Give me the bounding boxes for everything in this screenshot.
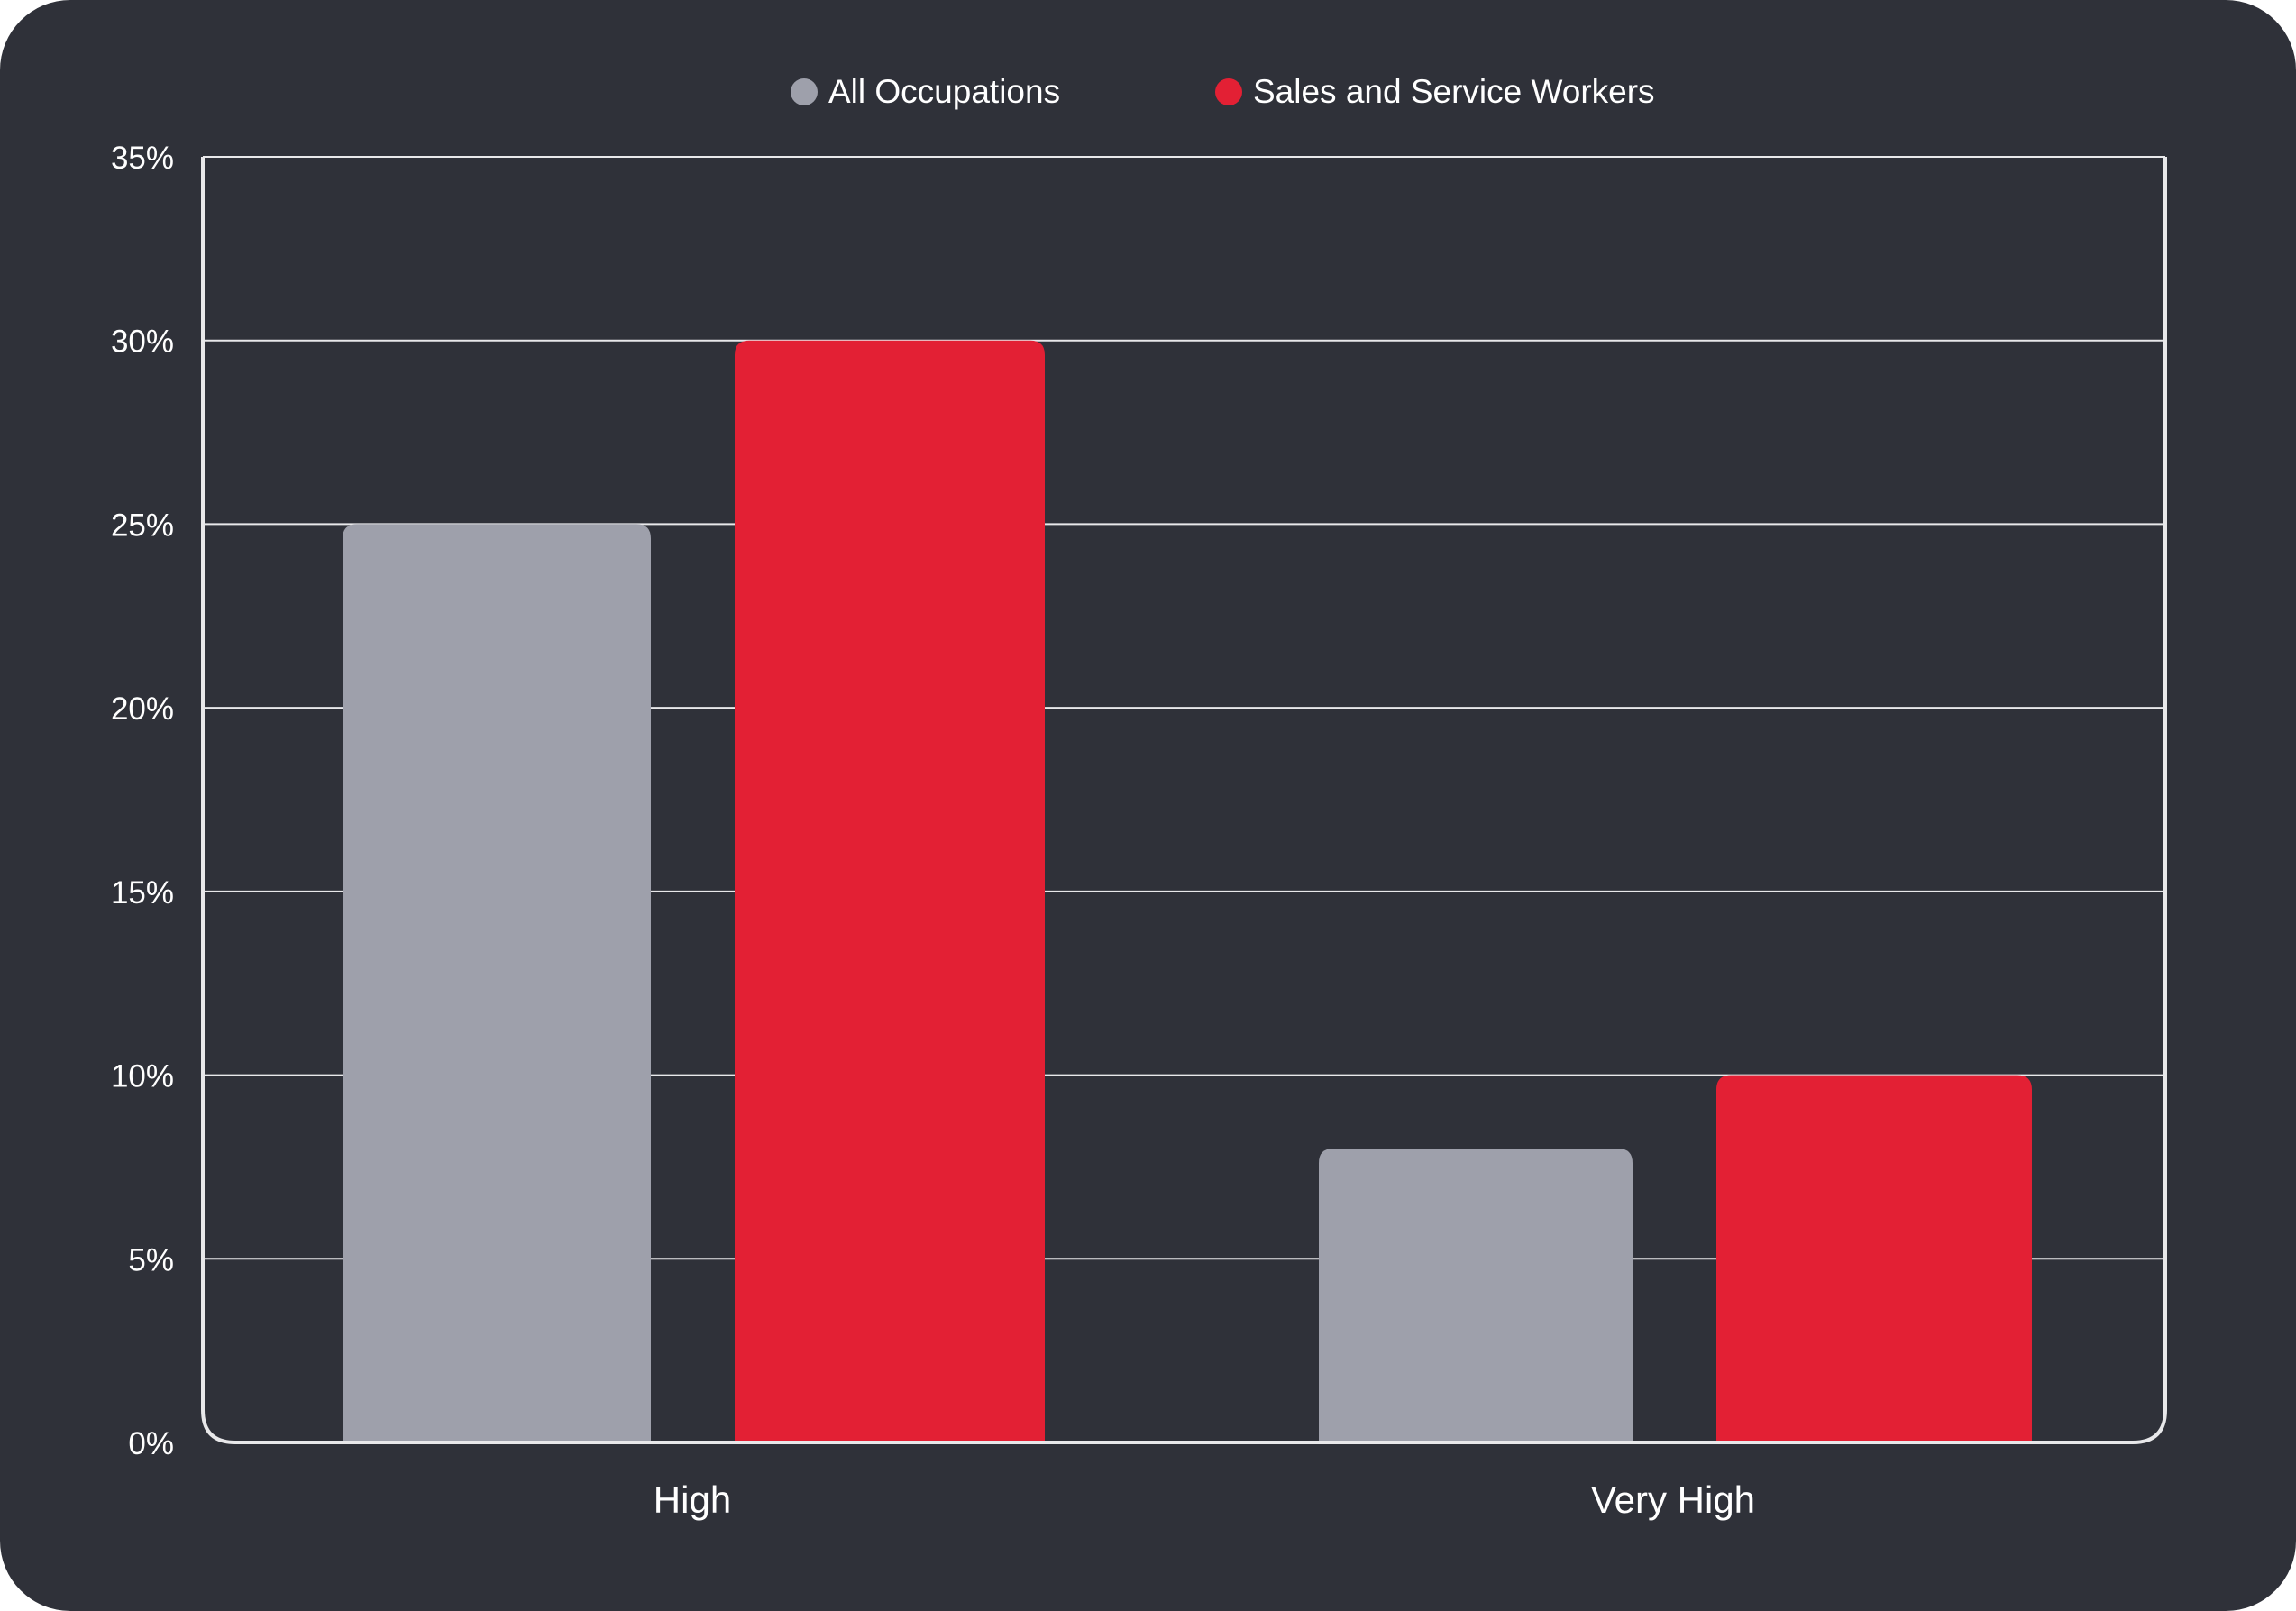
bar-very-high-sales-and-service-workers bbox=[1716, 1075, 2032, 1442]
plot-frame bbox=[201, 156, 2167, 1444]
legend-swatch-sales-and-service-workers bbox=[1215, 78, 1242, 105]
y-axis-ticks: 0% 5% 10% 15% 20% 25% 30% 35% bbox=[111, 141, 174, 1461]
legend-label-sales-and-service-workers: Sales and Service Workers bbox=[1253, 73, 1655, 110]
legend: All Occupations Sales and Service Worker… bbox=[0, 65, 2296, 119]
y-tick-label: 25% bbox=[111, 508, 174, 543]
legend-swatch-all-occupations bbox=[791, 78, 818, 105]
legend-item-sales-and-service-workers: Sales and Service Workers bbox=[1215, 65, 1655, 119]
y-tick-label: 15% bbox=[111, 875, 174, 911]
y-tick-label: 0% bbox=[128, 1426, 174, 1461]
legend-item-all-occupations: All Occupations bbox=[791, 65, 1060, 119]
x-tick-label: Very High bbox=[1591, 1478, 1755, 1521]
y-tick-label: 5% bbox=[128, 1242, 174, 1277]
y-tick-label: 20% bbox=[111, 691, 174, 727]
bars bbox=[343, 340, 2032, 1442]
y-tick-label: 30% bbox=[111, 325, 174, 360]
y-tick-label: 10% bbox=[111, 1059, 174, 1094]
bar-high-sales-and-service-workers bbox=[735, 340, 1045, 1442]
x-axis-ticks: High Very High bbox=[654, 1478, 1755, 1521]
y-tick-label: 35% bbox=[111, 141, 174, 176]
axis-frame bbox=[201, 157, 2167, 1444]
bar-high-all-occupations bbox=[343, 524, 651, 1442]
bar-very-high-all-occupations bbox=[1319, 1149, 1633, 1442]
legend-label-all-occupations: All Occupations bbox=[828, 73, 1061, 110]
x-tick-label: High bbox=[654, 1478, 731, 1521]
